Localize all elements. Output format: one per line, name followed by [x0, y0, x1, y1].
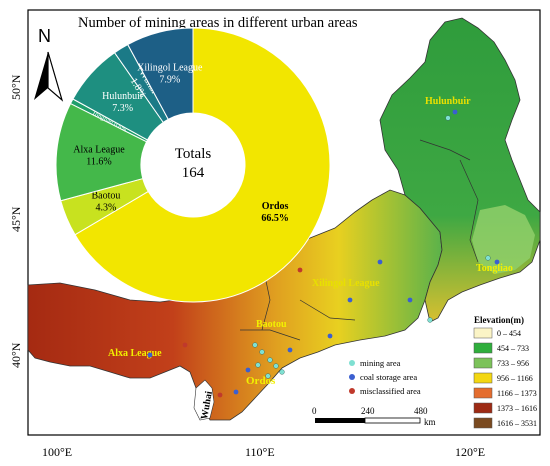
elevation-legend-title: Elevation(m) [474, 315, 524, 325]
elevation-swatch [473, 342, 493, 354]
elevation-swatch [473, 372, 493, 384]
elevation-class-label: 733 – 956 [497, 359, 529, 368]
lat-label-45: 45°N [9, 206, 23, 232]
elevation-class-label: 956 – 1166 [497, 374, 533, 383]
point-legend: mining area coal storage area misclassif… [349, 358, 421, 396]
lon-label-110: 110°E [245, 445, 275, 459]
lat-label-50: 50°N [9, 74, 23, 100]
elevation-swatch [473, 327, 493, 339]
elevation-class-label: 454 – 733 [497, 344, 529, 353]
donut-total-label: Totals [175, 146, 212, 162]
scale-bar: 0 240 480 km [312, 406, 436, 427]
donut-label-6: Xilingol League [137, 62, 203, 73]
donut-label-0: Ordos [262, 201, 289, 212]
donut-label-2: Alxa League [73, 145, 125, 156]
elevation-swatch [473, 387, 493, 399]
region-label-alxa: Alxa League [108, 348, 162, 359]
legend-misclassified: misclassified area [360, 386, 421, 396]
elevation-swatch [473, 357, 493, 369]
elevation-swatch [473, 402, 493, 414]
region-label-wuhai: Wuhai [199, 390, 215, 420]
scale-tick-0: 0 [312, 406, 317, 416]
region-label-xilingol: Xilingol League [312, 278, 380, 289]
lon-label-100: 100°E [42, 445, 72, 459]
elevation-class-label: 1166 – 1373 [497, 389, 537, 398]
donut-label-1: Baotou [91, 191, 120, 202]
donut-total-value: 164 [182, 165, 205, 181]
scale-tick-240: 240 [361, 406, 375, 416]
legend-mining-area: mining area [360, 358, 401, 368]
svg-text:N: N [38, 26, 51, 46]
elevation-class-label: 1616 – 3531 [497, 419, 537, 428]
lon-label-120: 120°E [455, 445, 485, 459]
region-label-ordos: Ordos [246, 375, 276, 387]
scale-unit: km [424, 417, 436, 427]
wuhai-pocket [193, 379, 215, 421]
elevation-class-label: 1373 – 1616 [497, 404, 537, 413]
donut-percent-0: 66.5% [261, 213, 289, 224]
chart-title: Number of mining areas in different urba… [78, 15, 358, 31]
point-markers [147, 109, 500, 398]
region-label-tongliao: Tongliao [476, 263, 513, 274]
legend-coal-storage: coal storage area [360, 372, 417, 382]
scale-tick-480: 480 [414, 406, 428, 416]
donut-percent-2: 11.6% [86, 157, 111, 168]
donut-slice-ordos [74, 27, 331, 303]
north-arrow-icon: N [34, 26, 64, 102]
elevation-legend: Elevation(m) 0 – 454 454 – 733 733 – 956 95… [473, 315, 537, 429]
lat-label-40: 40°N [9, 342, 23, 368]
elevation-swatch [473, 417, 493, 429]
donut-slice-xilingol-league [127, 27, 194, 120]
donut-percent-6: 7.9% [159, 74, 180, 85]
donut-percent-1: 4.3% [96, 203, 117, 214]
donut-label-4: Hulunbuir [102, 91, 144, 102]
donut-percent-4: 7.3% [112, 103, 133, 114]
elevation-class-label: 0 – 454 [497, 329, 521, 338]
region-label-baotou: Baotou [256, 319, 287, 330]
region-label-hulunbuir: Hulunbuir [425, 96, 471, 107]
